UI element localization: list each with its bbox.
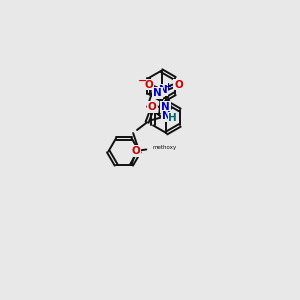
Text: +: +	[164, 82, 171, 91]
Text: N: N	[161, 102, 170, 112]
Text: N: N	[162, 111, 171, 121]
Text: O: O	[174, 80, 183, 89]
Text: H: H	[168, 113, 177, 123]
Text: methoxy: methoxy	[152, 146, 177, 150]
Text: O: O	[147, 102, 156, 112]
Text: O: O	[131, 146, 140, 156]
Text: −: −	[138, 76, 148, 86]
Text: N: N	[153, 88, 162, 98]
Text: N: N	[159, 85, 167, 95]
Text: O: O	[145, 80, 154, 89]
Text: O: O	[148, 102, 157, 112]
